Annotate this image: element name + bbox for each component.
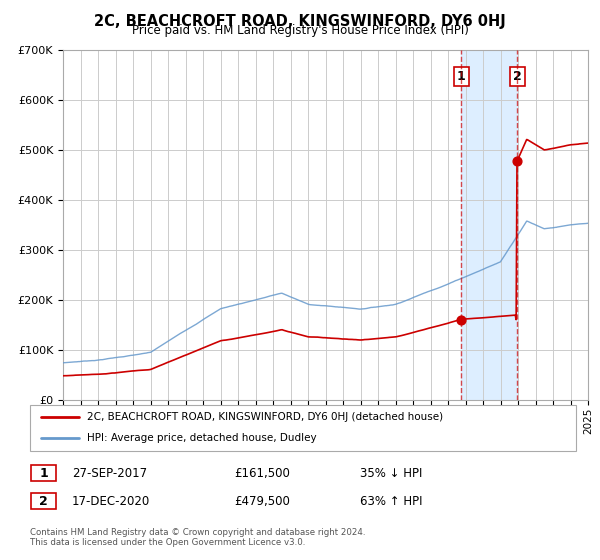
Text: 1: 1 — [457, 70, 466, 83]
Text: 35% ↓ HPI: 35% ↓ HPI — [360, 466, 422, 480]
Text: £161,500: £161,500 — [234, 466, 290, 480]
Bar — [31, 493, 56, 509]
Text: 2: 2 — [513, 70, 521, 83]
Text: Contains HM Land Registry data © Crown copyright and database right 2024.: Contains HM Land Registry data © Crown c… — [30, 528, 365, 537]
Point — [512, 156, 522, 165]
Text: HPI: Average price, detached house, Dudley: HPI: Average price, detached house, Dudl… — [88, 433, 317, 444]
Text: 2C, BEACHCROFT ROAD, KINGSWINFORD, DY6 0HJ (detached house): 2C, BEACHCROFT ROAD, KINGSWINFORD, DY6 0… — [88, 412, 443, 422]
Bar — [31, 465, 56, 481]
Point — [457, 315, 466, 324]
Text: 2C, BEACHCROFT ROAD, KINGSWINFORD, DY6 0HJ: 2C, BEACHCROFT ROAD, KINGSWINFORD, DY6 0… — [94, 14, 506, 29]
Bar — [461, 50, 517, 400]
Text: 1: 1 — [39, 466, 48, 480]
Text: 27-SEP-2017: 27-SEP-2017 — [72, 466, 147, 480]
Text: 17-DEC-2020: 17-DEC-2020 — [72, 494, 150, 508]
Text: £479,500: £479,500 — [234, 494, 290, 508]
Text: This data is licensed under the Open Government Licence v3.0.: This data is licensed under the Open Gov… — [30, 538, 305, 547]
Text: 2: 2 — [39, 494, 48, 508]
Text: 63% ↑ HPI: 63% ↑ HPI — [360, 494, 422, 508]
Text: Price paid vs. HM Land Registry's House Price Index (HPI): Price paid vs. HM Land Registry's House … — [131, 24, 469, 37]
